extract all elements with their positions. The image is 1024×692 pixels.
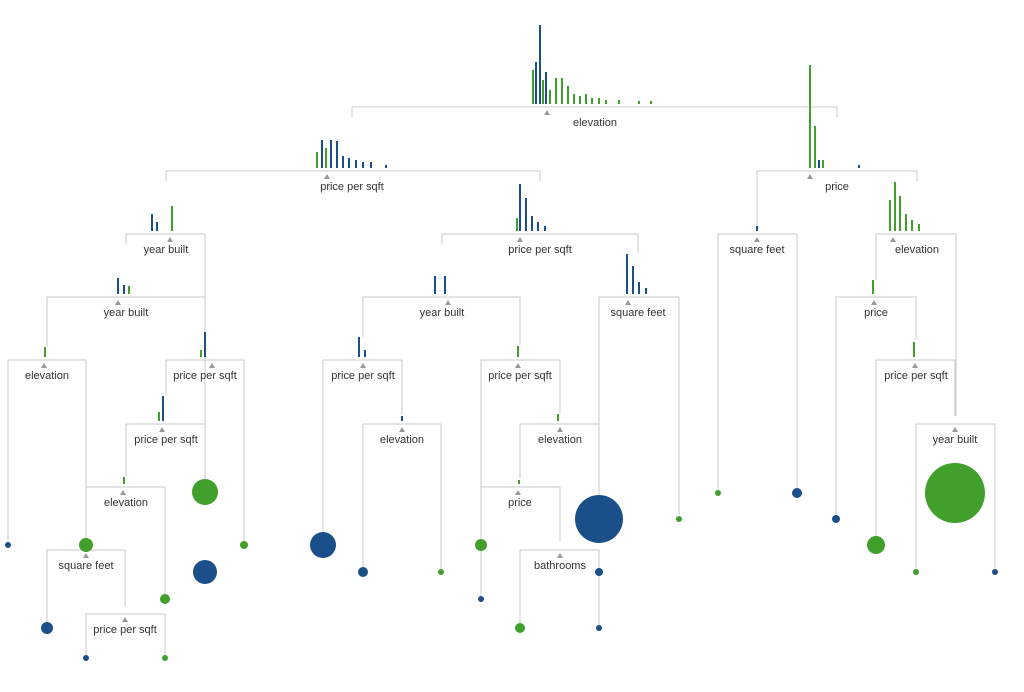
histograms bbox=[44, 25, 920, 484]
split-marker bbox=[754, 237, 760, 242]
branch bbox=[165, 170, 541, 181]
node-label: bathrooms bbox=[534, 560, 586, 572]
node-label: price per sqft bbox=[320, 181, 384, 193]
branch bbox=[915, 423, 996, 569]
branch bbox=[362, 423, 442, 569]
node-label: price per sqft bbox=[173, 370, 237, 382]
node-label: square feet bbox=[729, 244, 784, 256]
branch bbox=[598, 296, 680, 515]
branch bbox=[46, 296, 205, 347]
branch bbox=[875, 359, 956, 536]
node-label: price bbox=[825, 181, 849, 193]
node-label: price per sqft bbox=[488, 370, 552, 382]
branch bbox=[85, 613, 166, 655]
branch bbox=[165, 359, 245, 541]
branch bbox=[756, 170, 918, 226]
leaves bbox=[5, 463, 998, 661]
node-label: elevation bbox=[380, 434, 424, 446]
split-marker bbox=[515, 363, 521, 368]
branch bbox=[85, 486, 166, 596]
branch bbox=[875, 233, 957, 416]
split-marker bbox=[557, 553, 563, 558]
node-label: square feet bbox=[58, 560, 113, 572]
node-label: price per sqft bbox=[134, 434, 198, 446]
node-label: year built bbox=[933, 434, 978, 446]
branch bbox=[480, 359, 561, 540]
split-marker bbox=[120, 490, 126, 495]
branch bbox=[441, 233, 639, 253]
split-marker bbox=[517, 237, 523, 242]
branch bbox=[519, 423, 600, 495]
node-label: elevation bbox=[104, 497, 148, 509]
split-marker bbox=[159, 427, 165, 432]
split-marker bbox=[41, 363, 47, 368]
branch bbox=[351, 106, 838, 117]
split-marker bbox=[209, 363, 215, 368]
branch bbox=[362, 296, 521, 345]
split-marker bbox=[890, 237, 896, 242]
node-label: price per sqft bbox=[331, 370, 395, 382]
node-label: elevation bbox=[538, 434, 582, 446]
branch bbox=[717, 233, 798, 490]
split-marker bbox=[122, 617, 128, 622]
node-label: year built bbox=[420, 307, 465, 319]
split-marker bbox=[445, 300, 451, 305]
branch bbox=[322, 359, 403, 531]
split-marker bbox=[324, 174, 330, 179]
branches bbox=[7, 106, 996, 655]
node-label: year built bbox=[144, 244, 189, 256]
node-label: elevation bbox=[895, 244, 939, 256]
split-marker bbox=[625, 300, 631, 305]
branch bbox=[125, 423, 206, 479]
split-marker bbox=[807, 174, 813, 179]
branch bbox=[835, 296, 917, 514]
branch bbox=[519, 549, 600, 623]
split-marker bbox=[399, 427, 405, 432]
node-label: year built bbox=[104, 307, 149, 319]
node-label: price per sqft bbox=[508, 244, 572, 256]
node-label: square feet bbox=[610, 307, 665, 319]
split-marker bbox=[515, 490, 521, 495]
node-label: elevation bbox=[25, 370, 69, 382]
split-marker bbox=[952, 427, 958, 432]
node-label: price per sqft bbox=[884, 370, 948, 382]
split-marker bbox=[360, 363, 366, 368]
node-label: price per sqft bbox=[93, 624, 157, 636]
split-marker bbox=[115, 300, 121, 305]
node-label: price bbox=[508, 497, 532, 509]
node-label: price bbox=[864, 307, 888, 319]
split-marker bbox=[912, 363, 918, 368]
split-marker bbox=[544, 110, 550, 115]
branch bbox=[7, 359, 87, 542]
split-marker bbox=[167, 237, 173, 242]
split-marker bbox=[871, 300, 877, 305]
split-marker bbox=[83, 553, 89, 558]
split-marker bbox=[557, 427, 563, 432]
node-label: elevation bbox=[573, 117, 617, 129]
